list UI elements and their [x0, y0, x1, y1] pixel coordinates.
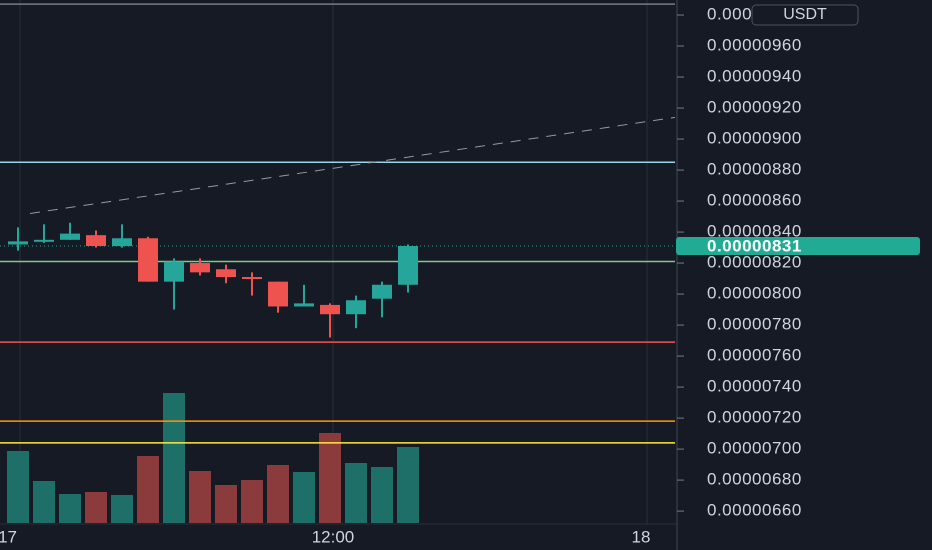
currency-label: USDT	[783, 6, 827, 23]
price-label: 0.00000880	[707, 160, 802, 179]
volume-bar	[189, 471, 211, 523]
volume-bar	[85, 492, 107, 523]
price-label: 0.00000780	[707, 315, 802, 334]
price-label: 0.00000660	[707, 501, 802, 520]
candle-body	[268, 281, 288, 307]
candle-body	[112, 238, 132, 247]
volume-bar	[33, 481, 55, 523]
candle-body	[346, 300, 366, 315]
candle-body	[164, 261, 184, 282]
trend-line	[29, 116, 676, 214]
price-label: 0.00000700	[707, 439, 802, 458]
last-price-label: 0.00000831	[707, 236, 802, 255]
price-label: 0.00000940	[707, 67, 802, 86]
price-label: 0.00000720	[707, 408, 802, 427]
price-label: 0.00000900	[707, 129, 802, 148]
price-label: 0.00000740	[707, 377, 802, 396]
volume-bar	[241, 480, 263, 523]
volume-bar	[59, 494, 81, 523]
candle-body	[138, 238, 158, 282]
volume-bar	[397, 447, 419, 523]
candle-body	[190, 263, 210, 273]
price-label: 0.00000820	[707, 253, 802, 272]
plot-area	[0, 0, 676, 524]
candle-body	[320, 304, 340, 315]
volume-bar	[137, 456, 159, 523]
volume-bar	[267, 465, 289, 523]
candle-body	[60, 233, 80, 240]
price-label: 0.00000960	[707, 36, 802, 55]
candle-body	[372, 284, 392, 299]
candle-body	[242, 277, 262, 280]
time-label: 17	[0, 527, 17, 546]
candle-body	[398, 246, 418, 285]
volume-bar	[163, 393, 185, 523]
candle-body	[8, 241, 28, 245]
time-label: 18	[632, 527, 651, 546]
candle-body	[34, 239, 54, 242]
volume-bar	[345, 463, 367, 523]
price-label: 0.00000680	[707, 470, 802, 489]
candle-body	[294, 303, 314, 307]
volume-bar	[111, 495, 133, 523]
last-price-badge	[676, 237, 920, 256]
price-label: 0.00000860	[707, 191, 802, 210]
volume-bar	[319, 433, 341, 523]
volume-bar	[215, 485, 237, 523]
volume-bar	[293, 472, 315, 523]
price-label: 0.00000920	[707, 98, 802, 117]
currency-badge	[751, 4, 859, 26]
price-label: 0.00000760	[707, 346, 802, 365]
candle-body	[216, 269, 236, 278]
price-label: 0.00000800	[707, 284, 802, 303]
volume-bar	[371, 467, 393, 523]
time-label: 12:00	[312, 527, 355, 546]
candle-body	[86, 235, 106, 247]
volume-bar	[7, 451, 29, 523]
price-label: 0.00000840	[707, 222, 802, 241]
